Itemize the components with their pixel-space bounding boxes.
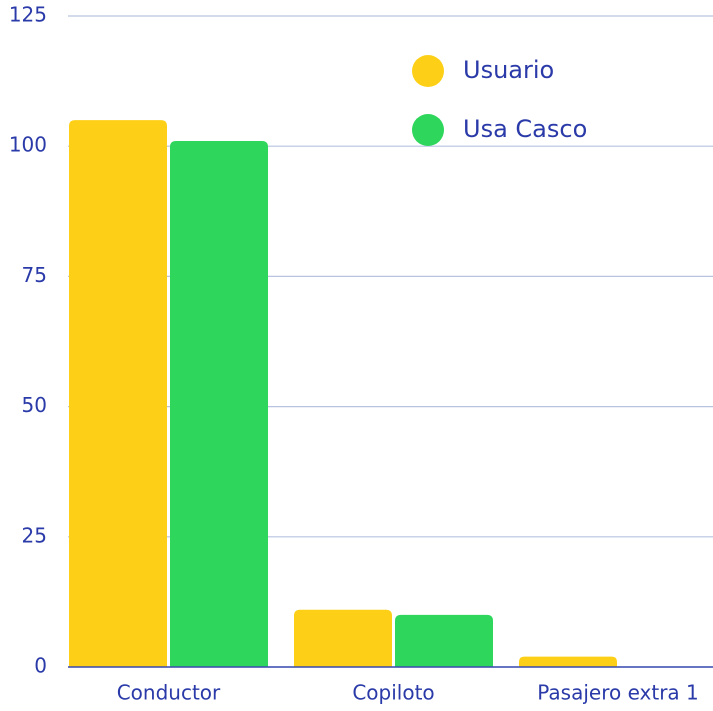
bar bbox=[69, 120, 167, 667]
y-tick-label: 100 bbox=[9, 133, 47, 157]
legend-label: Usa Casco bbox=[463, 115, 587, 143]
legend-swatch bbox=[412, 55, 444, 87]
y-tick-label: 75 bbox=[22, 263, 47, 287]
x-tick-label: Copiloto bbox=[352, 681, 434, 705]
bar bbox=[519, 656, 617, 667]
y-tick-label: 25 bbox=[22, 523, 47, 547]
legend-swatch bbox=[412, 114, 444, 146]
legend-label: Usuario bbox=[463, 56, 554, 84]
y-tick-label: 125 bbox=[9, 3, 47, 27]
x-tick-label: Pasajero extra 1 bbox=[537, 681, 699, 705]
bar bbox=[395, 614, 493, 667]
y-tick-label: 0 bbox=[34, 654, 47, 678]
bar bbox=[170, 140, 268, 667]
x-tick-label: Conductor bbox=[117, 681, 221, 705]
bar bbox=[294, 609, 392, 667]
y-tick-label: 50 bbox=[22, 393, 47, 417]
